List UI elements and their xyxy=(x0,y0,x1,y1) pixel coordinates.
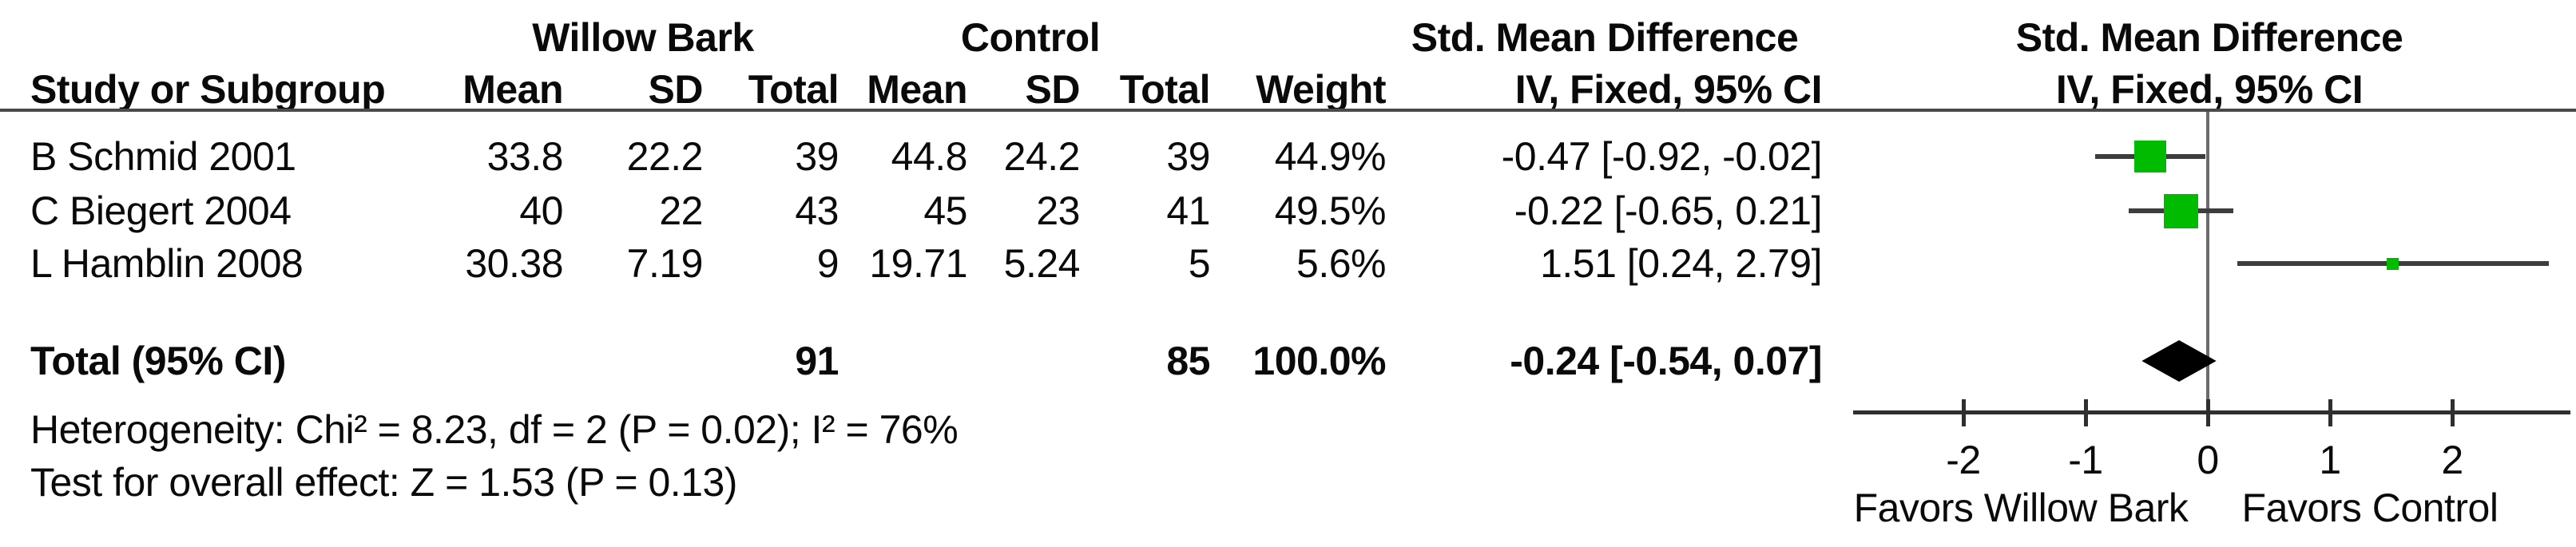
exp-total-cell: 43 xyxy=(795,188,839,233)
col-header-sd-willow: SD xyxy=(648,67,704,112)
header-rule xyxy=(0,109,2576,112)
col-header-total-control: Total xyxy=(1119,67,1211,112)
ctrl-sd-cell: 5.24 xyxy=(1003,241,1081,286)
zero-line xyxy=(2206,112,2209,412)
axis-tick-label: 2 xyxy=(2441,438,2463,482)
total-ctrl-cell: 85 xyxy=(1166,339,1210,383)
favors-left-label: Favors Willow Bark xyxy=(1853,486,2189,530)
ctrl-sd-cell: 24.2 xyxy=(1003,134,1081,179)
weight-cell: 5.6% xyxy=(1296,241,1386,286)
heterogeneity-note: Heterogeneity: Chi² = 8.23, df = 2 (P = … xyxy=(30,407,959,452)
exp-mean-cell: 40 xyxy=(519,188,563,233)
axis-tick xyxy=(2206,399,2210,426)
study-square-marker xyxy=(2134,141,2167,172)
total-exp-cell: 91 xyxy=(795,339,839,383)
group-header-control: Control xyxy=(960,15,1101,60)
ctrl-total-cell: 5 xyxy=(1188,241,1211,286)
study-name: L Hamblin 2008 xyxy=(30,241,304,286)
axis-tick xyxy=(2084,399,2088,426)
effect-ci-cell: 1.51 [0.24, 2.79] xyxy=(1540,241,1822,286)
overall-effect-note: Test for overall effect: Z = 1.53 (P = 0… xyxy=(30,460,737,505)
axis-tick-label: -2 xyxy=(1946,438,1981,482)
exp-sd-cell: 22.2 xyxy=(626,134,704,179)
col-header-weight: Weight xyxy=(1256,67,1386,112)
study-square-marker xyxy=(2386,257,2399,270)
favors-right-label: Favors Control xyxy=(2241,486,2499,530)
ctrl-sd-cell: 23 xyxy=(1036,188,1080,233)
weight-cell: 49.5% xyxy=(1274,188,1387,233)
axis-tick-label: -1 xyxy=(2068,438,2103,482)
exp-mean-cell: 33.8 xyxy=(486,134,564,179)
exp-total-cell: 9 xyxy=(816,241,839,286)
col-header-study: Study or Subgroup xyxy=(30,67,386,112)
total-weight-cell: 100.0% xyxy=(1252,339,1386,383)
x-axis-line xyxy=(1853,410,2570,414)
ctrl-mean-cell: 44.8 xyxy=(891,134,968,179)
ctrl-mean-cell: 19.71 xyxy=(869,241,967,286)
axis-tick xyxy=(1962,399,1966,426)
col-header-effect-plot: IV, Fixed, 95% CI xyxy=(2055,67,2364,112)
total-label: Total (95% CI) xyxy=(30,339,286,383)
col-header-sd-control: SD xyxy=(1025,67,1081,112)
weight-cell: 44.9% xyxy=(1274,134,1387,179)
axis-tick-label: 0 xyxy=(2197,438,2219,482)
study-square-marker xyxy=(2163,193,2198,228)
effect-title-plot-column: Std. Mean Difference xyxy=(2015,15,2403,60)
axis-tick xyxy=(2328,399,2332,426)
pooled-effect-diamond xyxy=(2141,340,2217,382)
exp-sd-cell: 22 xyxy=(659,188,703,233)
ctrl-mean-cell: 45 xyxy=(923,188,967,233)
ctrl-total-cell: 39 xyxy=(1166,134,1210,179)
study-name: C Biegert 2004 xyxy=(30,188,292,233)
exp-mean-cell: 30.38 xyxy=(465,241,563,286)
group-header-willow-bark: Willow Bark xyxy=(532,15,754,60)
exp-total-cell: 39 xyxy=(795,134,839,179)
total-effect-cell: -0.24 [-0.54, 0.07] xyxy=(1510,339,1822,383)
effect-title-text-column: Std. Mean Difference xyxy=(1411,15,1799,60)
col-header-mean-willow: Mean xyxy=(462,67,563,112)
study-name: B Schmid 2001 xyxy=(30,134,296,179)
effect-ci-cell: -0.47 [-0.92, -0.02] xyxy=(1501,134,1823,179)
axis-tick-label: 1 xyxy=(2319,438,2341,482)
col-header-total-willow: Total xyxy=(748,67,839,112)
ctrl-total-cell: 41 xyxy=(1166,188,1210,233)
axis-tick xyxy=(2451,399,2455,426)
effect-ci-cell: -0.22 [-0.65, 0.21] xyxy=(1514,188,1823,233)
exp-sd-cell: 7.19 xyxy=(626,241,704,286)
col-header-effect-text: IV, Fixed, 95% CI xyxy=(1514,67,1823,112)
col-header-mean-control: Mean xyxy=(867,67,967,112)
